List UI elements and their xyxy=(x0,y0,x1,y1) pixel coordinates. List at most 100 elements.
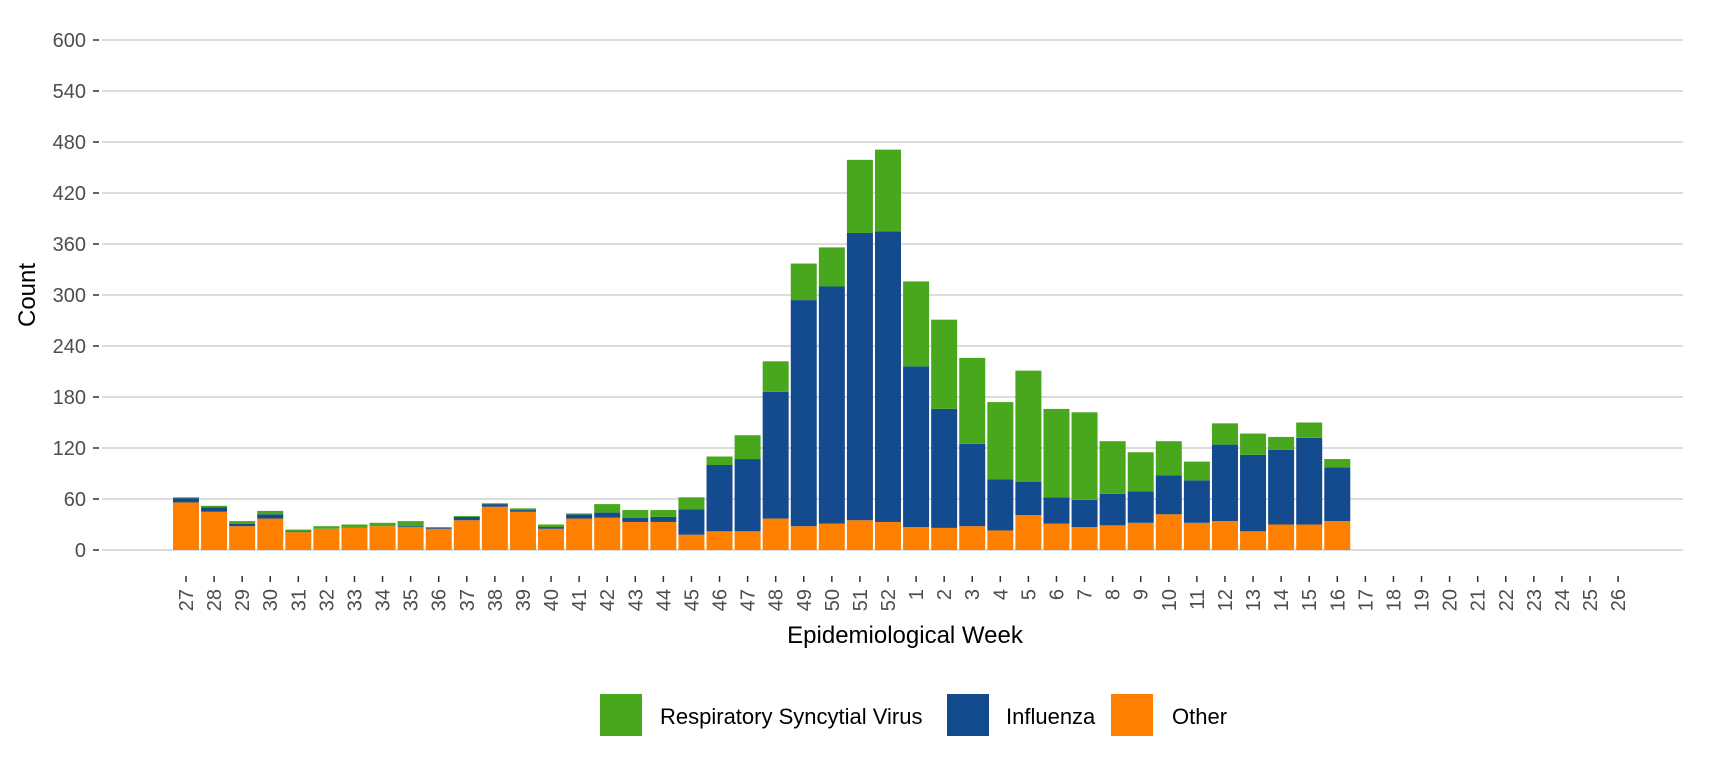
bar-respiratory-syncytial-virus-week-3 xyxy=(959,357,986,444)
bar-respiratory-syncytial-virus-week-6 xyxy=(1043,408,1070,498)
bar-influenza-week-52 xyxy=(875,231,901,522)
x-tick-label: 44 xyxy=(653,589,675,611)
x-tick-label: 24 xyxy=(1552,589,1574,611)
bar-influenza-week-11 xyxy=(1183,480,1210,523)
x-tick-label: 10 xyxy=(1159,589,1181,611)
bar-other-week-40 xyxy=(538,528,565,550)
y-tick-label: 540 xyxy=(53,81,86,103)
bar-influenza-week-35 xyxy=(397,526,424,528)
bar-respiratory-syncytial-virus-week-45 xyxy=(678,497,705,510)
bar-influenza-week-46 xyxy=(706,465,733,532)
bar-respiratory-syncytial-virus-week-30 xyxy=(257,510,284,515)
bar-influenza-week-37 xyxy=(453,516,480,521)
x-tick-label: 43 xyxy=(625,589,647,611)
x-tick-label: 15 xyxy=(1299,589,1321,611)
x-tick-label: 27 xyxy=(176,589,198,611)
bar-other-week-52 xyxy=(875,521,901,550)
bar-influenza-week-30 xyxy=(257,514,284,519)
x-tick-label: 19 xyxy=(1412,589,1434,611)
bar-other-week-50 xyxy=(818,523,845,550)
x-tick-label: 36 xyxy=(429,589,451,611)
bar-respiratory-syncytial-virus-week-2 xyxy=(931,319,958,409)
x-tick-label: 32 xyxy=(316,589,338,611)
bar-influenza-week-50 xyxy=(818,286,845,524)
bar-respiratory-syncytial-virus-week-27 xyxy=(173,497,199,499)
bar-other-week-39 xyxy=(509,511,536,550)
bar-respiratory-syncytial-virus-week-29 xyxy=(229,521,256,524)
bar-other-week-11 xyxy=(1183,522,1210,550)
x-tick-label: 17 xyxy=(1355,589,1377,611)
x-tick-label: 5 xyxy=(1018,589,1040,600)
x-tick-label: 7 xyxy=(1075,589,1097,600)
x-tick-label: 52 xyxy=(878,589,900,611)
bar-respiratory-syncytial-virus-week-34 xyxy=(369,522,396,527)
bar-respiratory-syncytial-virus-week-32 xyxy=(313,526,340,529)
bar-respiratory-syncytial-virus-week-14 xyxy=(1268,436,1295,450)
legend-swatch-influenza xyxy=(947,694,989,736)
x-tick-label: 33 xyxy=(344,589,366,611)
bar-other-week-43 xyxy=(622,521,649,550)
bar-respiratory-syncytial-virus-week-5 xyxy=(1015,370,1042,482)
x-tick-label: 34 xyxy=(373,589,395,611)
x-tick-label: 28 xyxy=(204,589,226,611)
bar-influenza-week-8 xyxy=(1099,493,1126,526)
bar-other-week-6 xyxy=(1043,523,1070,550)
bar-influenza-week-40 xyxy=(538,527,565,529)
bar-respiratory-syncytial-virus-week-4 xyxy=(987,402,1014,480)
bar-other-week-3 xyxy=(959,526,986,550)
bar-respiratory-syncytial-virus-week-35 xyxy=(397,521,424,527)
bar-other-week-15 xyxy=(1296,524,1323,550)
bar-influenza-week-12 xyxy=(1211,444,1238,522)
bar-respiratory-syncytial-virus-week-42 xyxy=(594,504,621,513)
x-tick-label: 37 xyxy=(457,589,479,611)
bar-respiratory-syncytial-virus-week-41 xyxy=(566,513,593,515)
legend-swatch-respiratory-syncytial-virus xyxy=(600,694,642,736)
bar-respiratory-syncytial-virus-week-8 xyxy=(1099,441,1126,494)
x-tick-label: 11 xyxy=(1187,589,1209,610)
bar-respiratory-syncytial-virus-week-10 xyxy=(1155,441,1182,476)
bar-other-week-1 xyxy=(903,527,930,550)
bar-influenza-week-15 xyxy=(1296,437,1323,525)
x-tick-label: 29 xyxy=(232,589,254,611)
bar-respiratory-syncytial-virus-week-9 xyxy=(1127,452,1154,492)
bar-respiratory-syncytial-virus-week-12 xyxy=(1211,423,1238,445)
x-tick-label: 45 xyxy=(681,589,703,611)
y-tick-label: 120 xyxy=(53,438,86,460)
bar-influenza-week-7 xyxy=(1071,499,1098,528)
bar-respiratory-syncytial-virus-week-40 xyxy=(538,524,565,528)
x-tick-label: 47 xyxy=(738,589,760,611)
x-tick-label: 51 xyxy=(850,589,872,611)
bar-other-week-9 xyxy=(1127,522,1154,550)
bar-respiratory-syncytial-virus-week-51 xyxy=(846,159,873,233)
y-tick-label: 60 xyxy=(64,489,86,511)
bar-respiratory-syncytial-virus-week-15 xyxy=(1296,422,1323,438)
x-axis: 27 28 29 30 31 32 33 34 35 36 37 38 39 40 41 42 43 44 45 46… xyxy=(176,576,1630,611)
legend-label-respiratory-syncytial-virus: Respiratory Syncytial Virus xyxy=(660,704,922,729)
bar-other-week-42 xyxy=(594,517,621,550)
x-tick-label: 41 xyxy=(569,589,591,611)
bar-other-week-32 xyxy=(313,528,340,550)
bar-other-week-36 xyxy=(425,528,452,550)
y-axis: 0 60 120 180 240 300 360 420 480 540 600 xyxy=(53,30,99,562)
bar-influenza-week-39 xyxy=(509,510,536,512)
x-tick-label: 16 xyxy=(1327,589,1349,611)
bar-other-week-44 xyxy=(650,521,677,550)
bar-other-week-13 xyxy=(1240,531,1267,550)
x-tick-label: 22 xyxy=(1496,589,1518,611)
bar-influenza-week-29 xyxy=(229,523,256,527)
bar-other-week-31 xyxy=(285,532,312,550)
bar-other-week-38 xyxy=(481,506,508,550)
bar-influenza-week-6 xyxy=(1043,497,1070,524)
legend: Respiratory Syncytial Virus Influenza Othe… xyxy=(600,694,1227,736)
bar-other-week-34 xyxy=(369,526,396,550)
bar-influenza-week-3 xyxy=(959,443,986,527)
bar-other-week-29 xyxy=(229,526,256,550)
y-tick-label: 0 xyxy=(75,540,86,562)
bar-respiratory-syncytial-virus-week-28 xyxy=(201,505,228,508)
x-tick-label: 4 xyxy=(990,589,1012,600)
x-tick-label: 40 xyxy=(541,589,563,611)
bar-other-week-37 xyxy=(453,520,480,550)
bar-respiratory-syncytial-virus-week-38 xyxy=(481,503,508,505)
bar-respiratory-syncytial-virus-week-47 xyxy=(734,435,761,460)
